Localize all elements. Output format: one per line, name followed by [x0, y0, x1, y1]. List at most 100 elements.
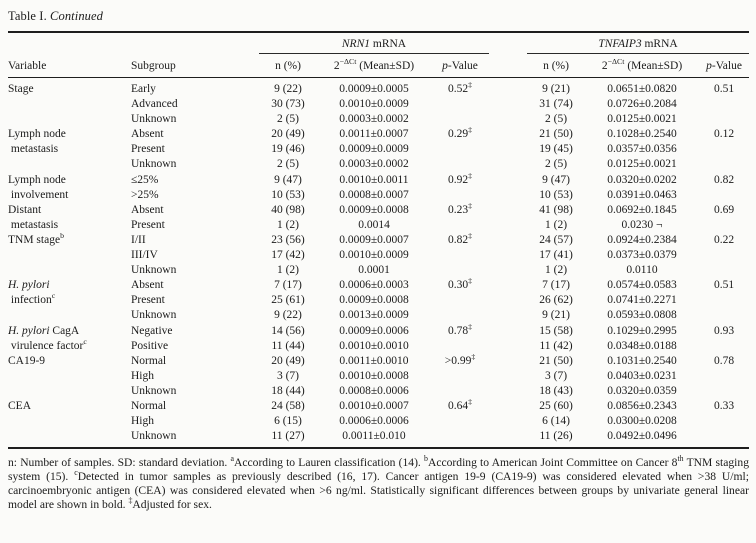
paper-table-page: Table I. Continued NRN1 mRNA TNFAIP3 mRN…	[8, 9, 750, 511]
cell-subgroup: Present	[131, 143, 165, 156]
cell-gap	[489, 173, 527, 188]
cell-nrn1-pvalue	[431, 157, 489, 172]
cell-nrn1-mean: 0.0008±0.0006	[339, 384, 409, 397]
table-row: Stage Early 9 (22) 0.0009±0.0005 0.52‡ 9 (21)…	[8, 78, 749, 98]
cell-variable: H. pylori	[8, 279, 50, 292]
cell-nrn1-pvalue	[431, 97, 489, 112]
cell-tnfaip3-n: 15 (58)	[539, 324, 573, 337]
cell-tnfaip3-pvalue: 0.51	[713, 83, 735, 95]
cell-subgroup: Unknown	[131, 113, 177, 126]
cell-tnfaip3-mean: 0.0692±0.1845	[607, 203, 677, 216]
cell-nrn1-pvalue	[431, 248, 489, 263]
cell-nrn1-pvalue: >0.99‡	[444, 353, 476, 367]
col-header-nrn1-mean: 2−ΔCt (Mean±SD)	[317, 53, 431, 78]
cell-tnfaip3-n: 24 (57)	[539, 233, 573, 246]
cell-nrn1-n: 23 (56)	[271, 233, 305, 246]
cell-nrn1-n: 14 (56)	[271, 324, 305, 337]
cell-nrn1-pvalue: 0.82‡	[448, 232, 473, 246]
cell-nrn1-mean: 0.0010±0.0007	[339, 399, 409, 412]
cell-tnfaip3-n: 11 (26)	[539, 430, 573, 443]
cell-tnfaip3-pvalue	[699, 308, 749, 323]
cell-tnfaip3-n: 9 (21)	[542, 83, 570, 95]
cell-gap	[489, 233, 527, 248]
cell-nrn1-n: 1 (2)	[276, 264, 300, 277]
cell-tnfaip3-mean: 0.0320±0.0202	[607, 173, 677, 186]
cell-nrn1-mean: 0.0010±0.0009	[339, 249, 409, 262]
data-table: NRN1 mRNA TNFAIP3 mRNA Variable Subgroup…	[8, 31, 750, 450]
cell-tnfaip3-mean: 0.0651±0.0820	[607, 83, 677, 95]
cell-variable	[8, 369, 131, 384]
cell-gap	[489, 203, 527, 218]
cell-tnfaip3-n: 7 (17)	[542, 279, 570, 292]
table-row: metastasis Present 19 (46) 0.0009±0.0009 19 …	[8, 142, 749, 157]
cell-tnfaip3-n: 19 (45)	[539, 143, 573, 156]
cell-tnfaip3-mean: 0.0856±0.2343	[607, 399, 677, 412]
cell-nrn1-pvalue	[431, 429, 489, 448]
cell-nrn1-pvalue: 0.64‡	[448, 398, 473, 412]
cell-tnfaip3-pvalue	[699, 263, 749, 278]
cell-subgroup: Absent	[131, 279, 164, 292]
cell-nrn1-n: 1 (2)	[276, 218, 300, 231]
cell-variable: infectionc	[8, 293, 56, 307]
cell-tnfaip3-n: 31 (74)	[539, 98, 573, 111]
cell-variable	[8, 308, 131, 323]
cell-gap	[489, 78, 527, 98]
cell-subgroup: Normal	[131, 354, 167, 367]
cell-subgroup: High	[131, 415, 154, 428]
cell-tnfaip3-pvalue	[699, 384, 749, 399]
cell-variable	[8, 263, 131, 278]
cell-tnfaip3-n: 6 (14)	[542, 415, 570, 428]
table-row: Unknown 9 (22) 0.0013±0.0009 9 (21) 0.0593±0…	[8, 308, 749, 323]
cell-tnfaip3-pvalue: 0.69	[713, 203, 735, 216]
cell-nrn1-mean: 0.0001	[358, 264, 390, 277]
cell-gap	[489, 112, 527, 127]
cell-subgroup: I/II	[131, 233, 146, 246]
cell-gap	[489, 429, 527, 448]
cell-tnfaip3-mean: 0.0125±0.0021	[607, 113, 677, 126]
group-header-blank	[8, 32, 259, 54]
table-row: III/IV 17 (42) 0.0010±0.0009 17 (41) 0.0373±…	[8, 248, 749, 263]
cell-nrn1-pvalue: 0.52‡	[448, 80, 473, 95]
table-row: Unknown 2 (5) 0.0003±0.0002 2 (5) 0.0125±0.0…	[8, 112, 749, 127]
cell-subgroup: Absent	[131, 128, 164, 141]
cell-variable	[8, 248, 131, 263]
cell-tnfaip3-n: 11 (42)	[539, 339, 573, 352]
cell-nrn1-n: 6 (15)	[274, 415, 302, 428]
cell-nrn1-pvalue: 0.23‡	[448, 202, 473, 216]
cell-gap	[489, 308, 527, 323]
table-title: Table I. Continued	[8, 9, 104, 23]
cell-nrn1-mean: 0.0010±0.0009	[339, 98, 409, 111]
cell-variable: TNM stageb	[8, 232, 64, 246]
cell-nrn1-n: 2 (5)	[276, 113, 300, 126]
cell-gap	[489, 339, 527, 354]
cell-variable: virulence factorc	[8, 338, 87, 352]
cell-variable	[8, 97, 131, 112]
cell-variable: Distant	[8, 203, 42, 216]
cell-gap	[489, 354, 527, 369]
cell-nrn1-mean: 0.0013±0.0009	[339, 309, 409, 322]
cell-tnfaip3-mean: 0.0574±0.0583	[607, 279, 677, 292]
cell-variable	[8, 414, 131, 429]
table-row: High 6 (15) 0.0006±0.0006 6 (14) 0.0300±0.02…	[8, 414, 749, 429]
cell-nrn1-mean: 0.0009±0.0008	[339, 294, 409, 307]
cell-tnfaip3-mean: 0.0726±0.2084	[607, 98, 677, 111]
cell-variable: CEA	[8, 399, 31, 412]
cell-tnfaip3-mean: 0.0300±0.0208	[607, 415, 677, 428]
cell-nrn1-pvalue	[431, 263, 489, 278]
cell-tnfaip3-n: 26 (62)	[539, 294, 573, 307]
cell-nrn1-n: 9 (22)	[274, 309, 302, 322]
table-row: CEA Normal 24 (58) 0.0010±0.0007 0.64‡ 25 (60…	[8, 399, 749, 414]
cell-nrn1-n: 18 (44)	[271, 384, 305, 397]
cell-variable: metastasis	[8, 143, 59, 156]
cell-tnfaip3-pvalue	[699, 248, 749, 263]
cell-gap	[489, 263, 527, 278]
cell-nrn1-mean: 0.0009±0.0009	[339, 143, 409, 156]
cell-nrn1-mean: 0.0009±0.0006	[339, 324, 409, 337]
cell-tnfaip3-mean: 0.0320±0.0359	[607, 384, 677, 397]
cell-subgroup: Early	[131, 83, 156, 95]
cell-nrn1-pvalue: 0.29‡	[448, 127, 473, 141]
cell-subgroup: >25%	[131, 188, 159, 201]
cell-tnfaip3-mean: 0.0348±0.0188	[607, 339, 677, 352]
col-header-variable: Variable	[8, 53, 131, 78]
table-row: Lymph node ≤25% 9 (47) 0.0010±0.0011 0.92‡ 9 …	[8, 173, 749, 188]
